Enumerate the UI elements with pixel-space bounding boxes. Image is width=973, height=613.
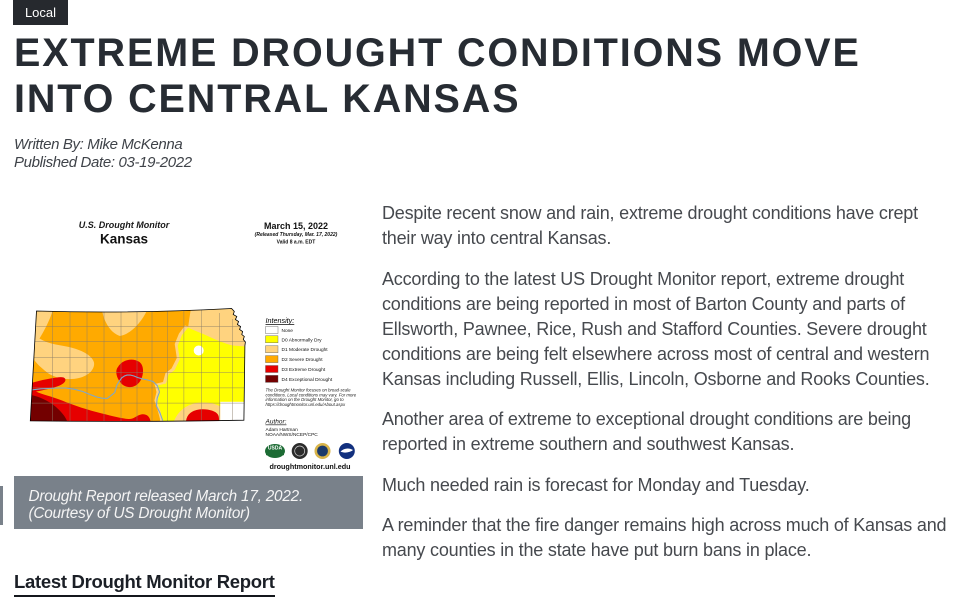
- svg-text:conditions. Local conditions m: conditions. Local conditions may vary. F…: [266, 392, 357, 397]
- svg-text:D2 Severe Drought: D2 Severe Drought: [282, 357, 324, 363]
- svg-text:D0 Abnormally Dry: D0 Abnormally Dry: [282, 337, 323, 343]
- svg-text:Valid 8 a.m. EDT: Valid 8 a.m. EDT: [277, 240, 316, 246]
- svg-text:The Drought Monitor focuses on: The Drought Monitor focuses on broad-sca…: [266, 388, 352, 393]
- svg-text:Adam Hartman: Adam Hartman: [266, 427, 299, 433]
- svg-text:(Released Thursday, Mar. 17, 2: (Released Thursday, Mar. 17, 2022): [255, 232, 338, 238]
- svg-text:Kansas: Kansas: [100, 232, 148, 247]
- svg-text:Intensity:: Intensity:: [266, 316, 295, 325]
- svg-text:droughtmonitor.unl.edu: droughtmonitor.unl.edu: [269, 462, 350, 471]
- svg-text:Author:: Author:: [265, 419, 287, 426]
- svg-text:U.S. Drought Monitor: U.S. Drought Monitor: [79, 220, 170, 230]
- svg-text:D3 Extreme Drought: D3 Extreme Drought: [282, 367, 326, 373]
- svg-text:NOAA/NWS/NCEP/CPC: NOAA/NWS/NCEP/CPC: [266, 432, 319, 438]
- svg-text:None: None: [282, 328, 294, 334]
- svg-text:D1 Moderate Drought: D1 Moderate Drought: [282, 347, 329, 353]
- svg-text:USDA: USDA: [268, 446, 283, 452]
- svg-text:information on the Drought Mon: information on the Drought Monitor, go t…: [266, 397, 345, 402]
- svg-text:https://droughtmonitor.unl.edu: https://droughtmonitor.unl.edu/About.asp…: [266, 402, 346, 407]
- svg-text:D4 Exceptional Drought: D4 Exceptional Drought: [282, 377, 333, 383]
- svg-text:March 15, 2022: March 15, 2022: [264, 221, 328, 231]
